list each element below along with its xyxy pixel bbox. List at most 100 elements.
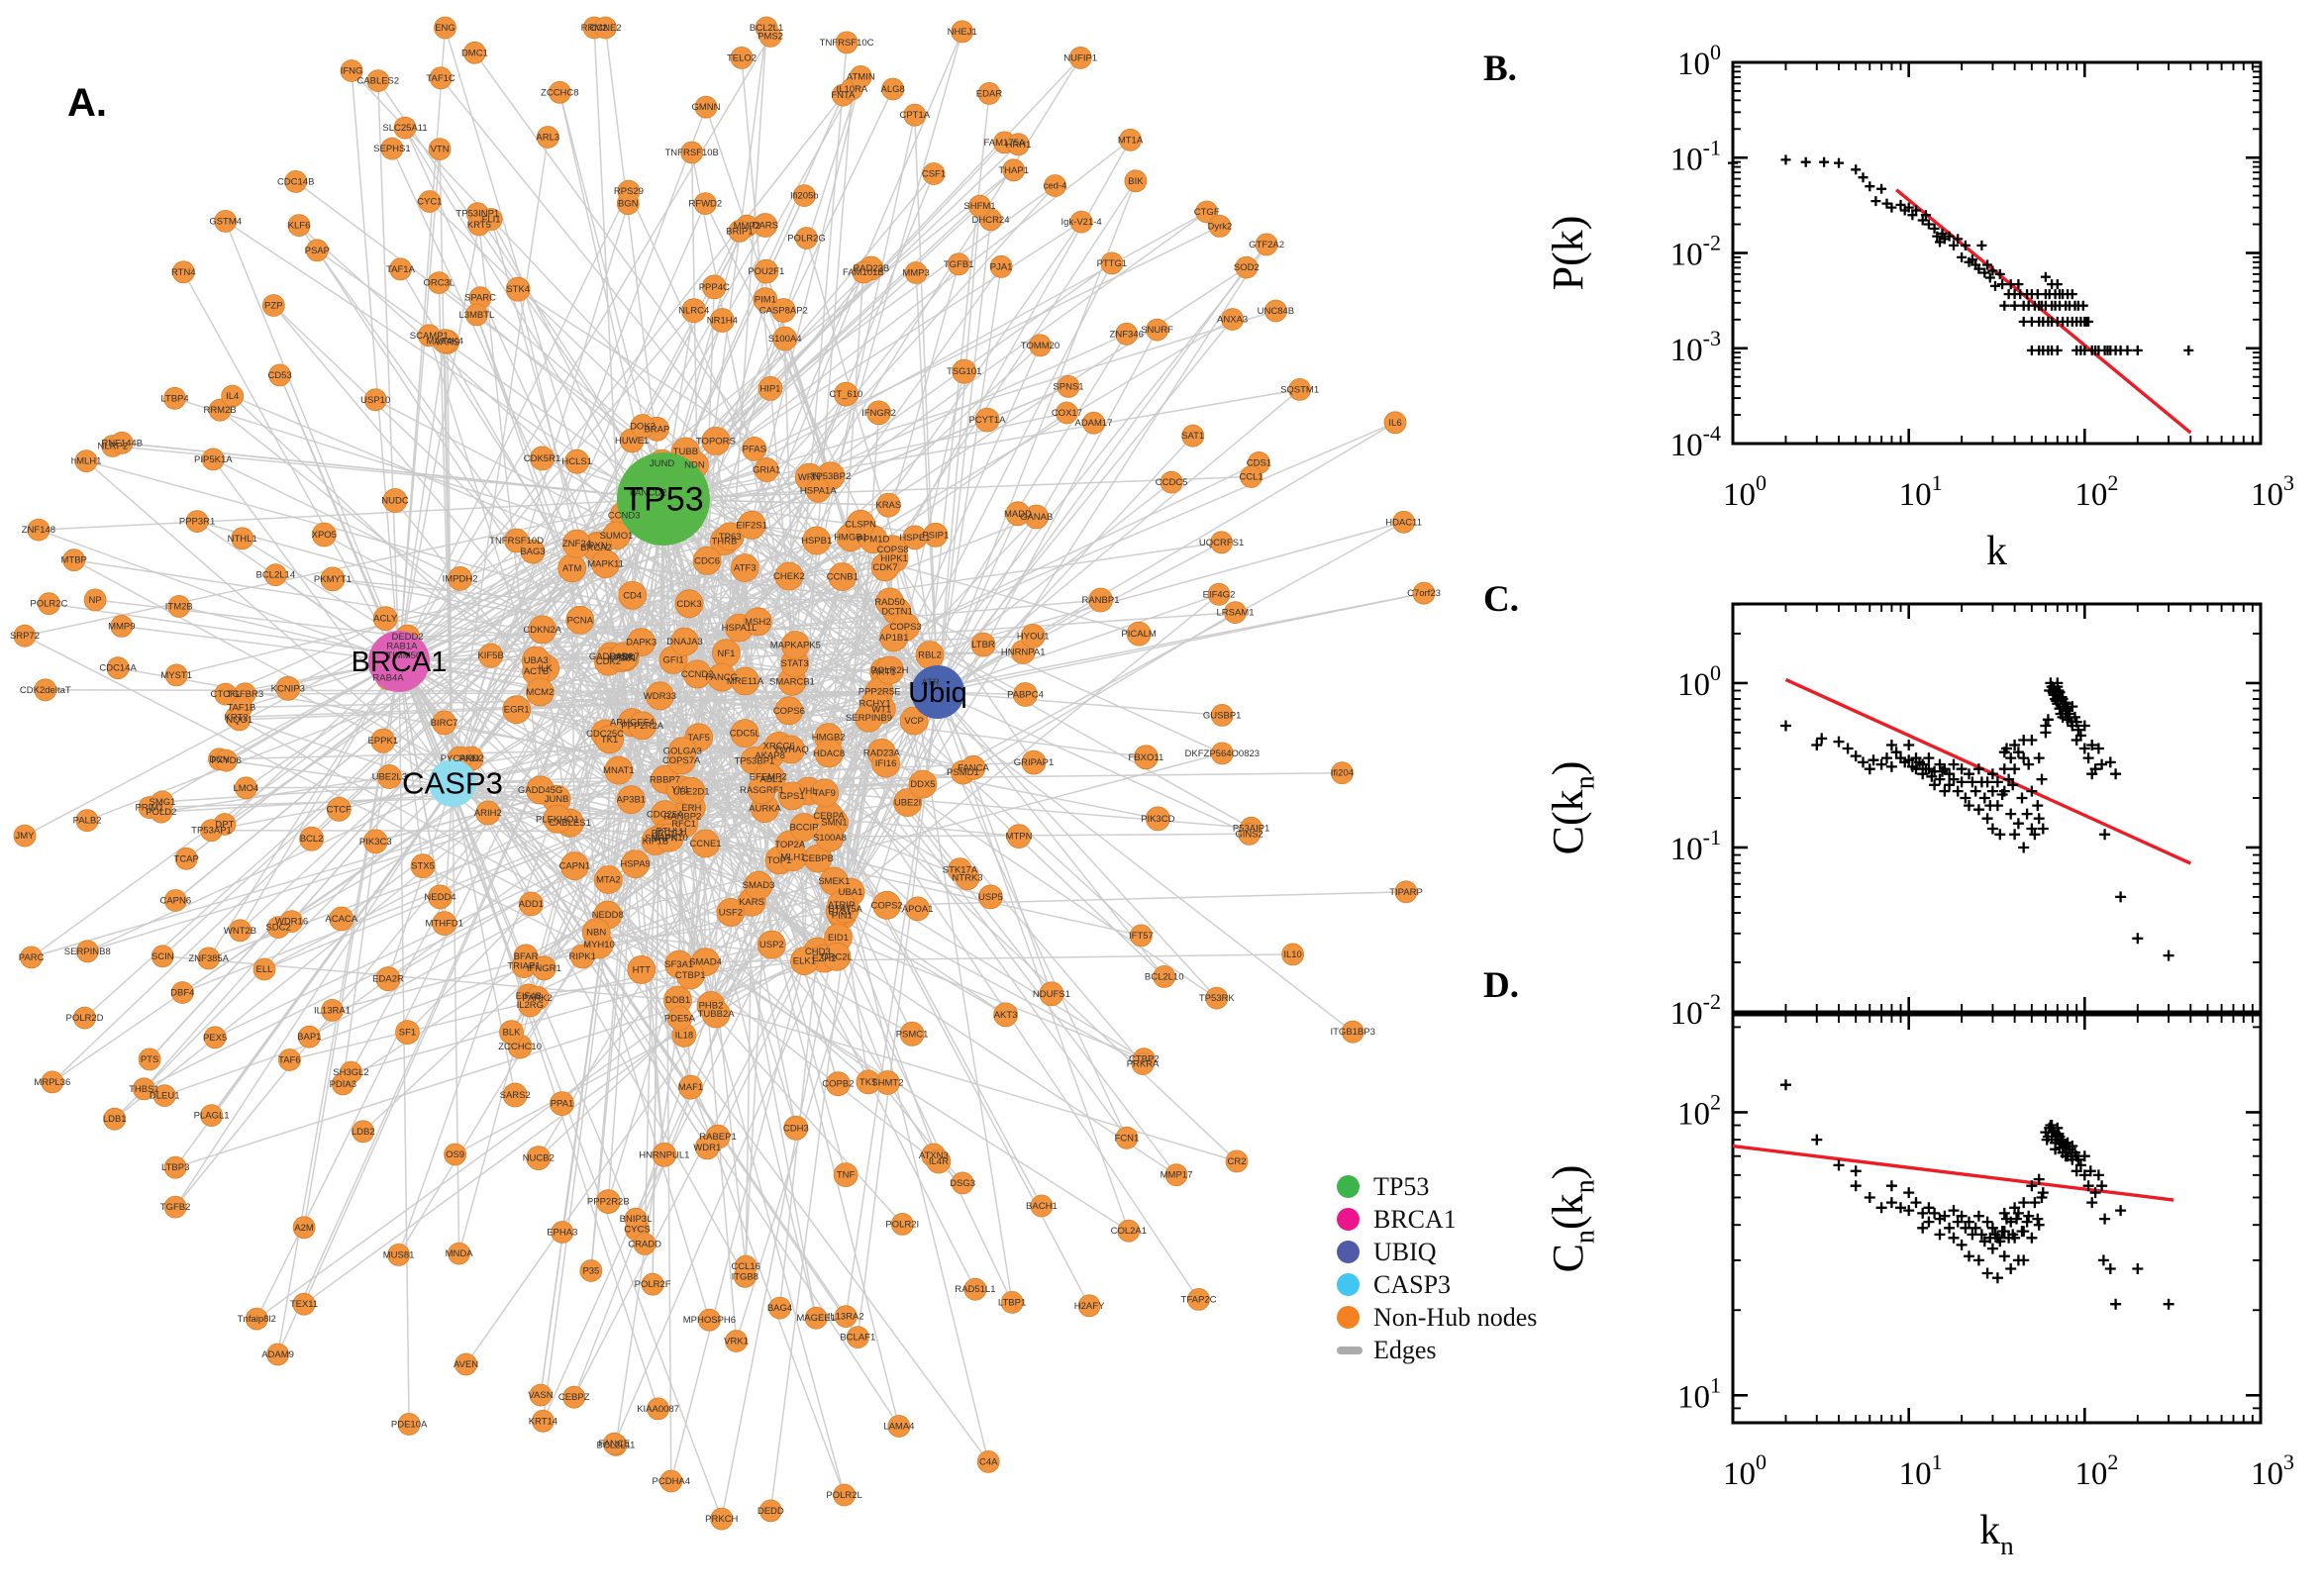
network-node-label: Ifi205b — [790, 191, 819, 202]
network-edge — [196, 520, 400, 662]
network-node-label: CCNE1 — [689, 839, 721, 849]
network-node-label: SMARCB1 — [769, 676, 815, 687]
network-node — [432, 710, 457, 736]
network-edge — [937, 691, 1250, 835]
fit-line — [1784, 677, 2192, 865]
network-node-label: Ifi204 — [1331, 768, 1354, 779]
network-node — [970, 632, 996, 657]
network-node-label: PRKCH — [705, 1514, 738, 1525]
network-edge — [704, 203, 874, 540]
network-node-label: CT_610 — [829, 389, 862, 400]
network-node-label: HSPA1L — [722, 623, 758, 634]
network-edge — [239, 691, 939, 721]
network-node-label: HTT — [633, 964, 652, 975]
network-node-label: TAF6 — [278, 1055, 301, 1066]
network-node — [252, 957, 276, 981]
network-node — [701, 999, 731, 1029]
network-node — [1117, 1219, 1141, 1243]
network-edge — [174, 656, 623, 1208]
network-node-label: PTS — [141, 1054, 158, 1065]
network-node-label: VCP — [904, 716, 924, 727]
network-node-label: ATR — [921, 677, 939, 688]
network-node-label: SERPINB9 — [846, 713, 892, 724]
network-node — [618, 580, 648, 610]
network-node-label: COPS8 — [876, 545, 908, 555]
network-node — [878, 535, 907, 564]
network-node — [548, 80, 571, 104]
network-node-label: BFAR — [514, 951, 539, 962]
network-node — [163, 1155, 187, 1179]
network-edge — [86, 540, 817, 822]
network-node — [167, 595, 191, 618]
network-node-label: CAPN6 — [159, 896, 191, 907]
network-node-label: MTA2 — [596, 875, 621, 886]
network-node-label: ITM2B — [165, 601, 193, 612]
network-node-label: PCYT1A — [969, 415, 1007, 426]
network-node-label: SCAMP1 — [410, 331, 449, 342]
network-node-label: RANBP2 — [663, 811, 701, 822]
network-node — [1164, 1163, 1188, 1187]
network-node — [305, 239, 329, 262]
panel-label-a: A. — [67, 81, 107, 125]
network-node-label: RAD17 — [609, 651, 640, 662]
network-node — [1238, 822, 1261, 846]
network-node — [692, 546, 722, 575]
network-node — [698, 1308, 721, 1332]
network-node — [1153, 965, 1176, 988]
network-node-label: ZNF346 — [1110, 329, 1144, 340]
network-node-label: GMNN — [691, 102, 720, 113]
network-edge — [590, 799, 633, 1271]
network-node-label: GRIA1 — [753, 465, 781, 476]
network-node-label: PPM1D — [858, 535, 890, 546]
network-edge — [662, 475, 1252, 500]
network-node-label: FXYD6 — [211, 755, 242, 766]
network-node-label: MAPK11 — [587, 559, 624, 570]
network-node-label: PFAS — [743, 444, 766, 454]
network-node-label: XPO5 — [312, 530, 337, 541]
network-node — [1392, 510, 1415, 534]
network-node-label: CRADD — [628, 1239, 661, 1249]
network-node — [1264, 299, 1287, 323]
network-edge — [398, 660, 858, 1339]
network-node-label: CDC25C — [586, 729, 624, 740]
network-node-label: ZCCHC10 — [498, 1042, 542, 1052]
network-node-label: MLH1 — [780, 852, 805, 863]
network-node — [879, 623, 909, 652]
network-node-label: HNRNPUL1 — [639, 1149, 689, 1160]
network-node — [595, 725, 624, 754]
network-node-label: ITGB1BP3 — [1330, 1027, 1374, 1038]
network-edge — [904, 371, 965, 628]
network-node-label: MUS81 — [383, 1249, 415, 1260]
network-node — [616, 785, 646, 815]
network-edge — [440, 77, 939, 693]
network-node-label: HDAC11 — [1385, 517, 1422, 528]
network-node-label: BRCA2 — [580, 543, 612, 553]
network-node-label: BCCIP — [789, 823, 818, 834]
network-edge — [845, 908, 1007, 1016]
network-node — [908, 769, 938, 799]
network-edge — [208, 660, 400, 959]
network-node — [730, 47, 754, 69]
network-node-label: TAF1A — [386, 264, 416, 275]
legend-label: UBIQ — [1373, 1237, 1437, 1266]
axis-title: Cn(kn) — [1544, 1165, 1600, 1273]
network-node — [526, 677, 555, 707]
network-node — [828, 562, 858, 591]
axis-tick-label: 101 — [1899, 470, 1943, 513]
network-node — [229, 919, 252, 943]
network-edge — [255, 498, 664, 1320]
network-node — [513, 944, 539, 969]
network-node-label: ILK — [539, 663, 554, 674]
network-node — [234, 776, 257, 800]
network-node-label: SPNS1 — [1053, 381, 1083, 392]
network-node-label: TOP1 — [767, 855, 792, 866]
network-node — [780, 631, 810, 659]
network-edge — [452, 203, 630, 784]
network-node-label: CCDC5 — [1156, 477, 1188, 488]
network-edge — [662, 498, 1223, 754]
network-node-label: TAF5 — [687, 733, 710, 744]
legend-edge-line-icon — [1337, 1346, 1363, 1354]
network-node — [221, 384, 245, 408]
network-node-label: LDB2 — [352, 1127, 375, 1138]
network-node — [429, 66, 453, 90]
